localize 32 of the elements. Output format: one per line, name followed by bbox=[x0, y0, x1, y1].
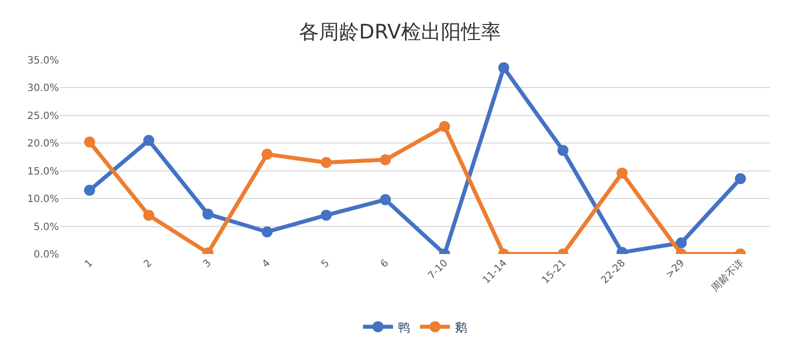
y-tick-label: 5.0% bbox=[34, 222, 59, 233]
y-tick-label: 30.0% bbox=[27, 83, 59, 94]
point bbox=[320, 157, 332, 168]
legend-label: 鹅 bbox=[455, 320, 467, 334]
y-tick-label: 35.0% bbox=[27, 56, 59, 66]
x-tick-label: 3 bbox=[201, 258, 214, 270]
y-tick-label: 20.0% bbox=[27, 138, 59, 150]
y-tick-label: 0.0% bbox=[34, 250, 59, 260]
y-tick-label: 25.0% bbox=[27, 110, 59, 122]
point bbox=[143, 210, 154, 221]
x-tick-label: 2 bbox=[142, 258, 154, 270]
point bbox=[84, 136, 96, 148]
point bbox=[380, 194, 391, 206]
x-tick-label: 4 bbox=[260, 258, 273, 270]
x-tick-label: 6 bbox=[378, 258, 392, 270]
legend-label: 鸭 bbox=[398, 320, 410, 334]
point bbox=[262, 148, 273, 160]
x-tick-label: 1 bbox=[82, 258, 96, 270]
point bbox=[84, 184, 96, 196]
y-tick-label: 15.0% bbox=[27, 166, 59, 178]
point bbox=[439, 121, 450, 132]
x-tick-label: 5 bbox=[320, 258, 332, 270]
point bbox=[320, 210, 332, 221]
point bbox=[202, 208, 214, 220]
point bbox=[557, 144, 568, 156]
point bbox=[734, 173, 746, 184]
point bbox=[380, 154, 391, 166]
x-tick-label: 周龄不详 bbox=[709, 257, 746, 294]
point bbox=[143, 134, 154, 146]
chart-title: 各周龄DRV检出阳性率 bbox=[299, 20, 501, 44]
point bbox=[616, 168, 628, 179]
y-tick-label: 10.0% bbox=[27, 194, 59, 206]
